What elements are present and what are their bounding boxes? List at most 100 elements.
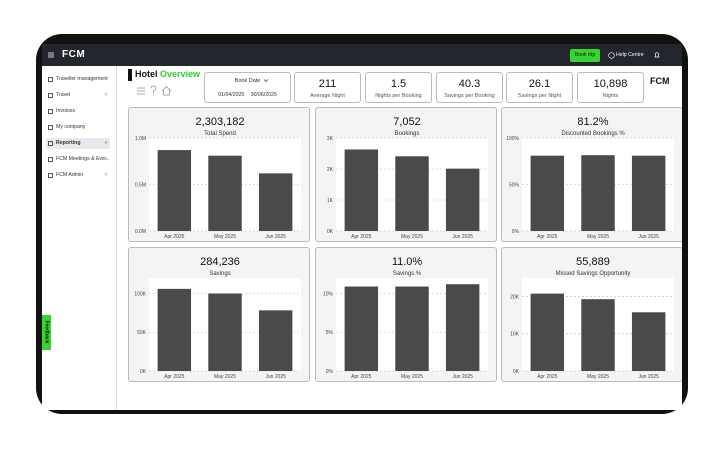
bar (631, 312, 666, 371)
y-tick-label: 0K (513, 369, 520, 375)
chart: 55,889 Missed Savings Opportunity 0K 10K 20K… (510, 256, 674, 380)
date-filter[interactable]: Book Date 01/04/2025 30/06/2025 (204, 72, 291, 103)
bar (631, 155, 666, 231)
chart: 2,303,182 Total Spend 0.0M 0.5M 1.0M Apr 2025… (135, 116, 301, 240)
x-tick-label: Jun 2025 (265, 374, 286, 380)
sidebar-item[interactable]: My company (46, 122, 110, 133)
title-highlight: Overview (160, 69, 201, 79)
filter-to[interactable]: 30/06/2025 (250, 92, 277, 98)
bar (344, 149, 379, 231)
toolbar-icons (137, 85, 172, 96)
x-tick-label: May 2025 (401, 374, 423, 380)
x-tick-label: Apr 2025 (351, 234, 372, 240)
sidebar-label[interactable]: Invoices (56, 108, 76, 114)
chart-headline: 55,889 (576, 256, 610, 268)
x-tick-label: May 2025 (214, 374, 236, 380)
sidebar-item[interactable]: Traveller management (46, 74, 110, 85)
chart: 284,236 Savings 0K 50K 100K Apr 2025 May 2025 J… (134, 256, 301, 380)
bar (258, 173, 293, 231)
bell-icon[interactable] (653, 51, 661, 59)
top-bar: FCM Book trip Help Centre (42, 44, 682, 66)
bar (157, 150, 192, 231)
y-tick-label: 3K (327, 136, 334, 142)
question-icon[interactable] (150, 85, 157, 96)
brand-logo: FCM (650, 76, 670, 86)
sidebar-label[interactable]: My company (56, 124, 86, 130)
sidebar-item[interactable]: Reporting › (46, 138, 110, 149)
y-tick-label: 50K (137, 330, 147, 336)
chevron: › (105, 92, 107, 98)
chevron: › (105, 156, 107, 162)
chart-headline: 11.0% (392, 256, 423, 268)
kpi-value: 211 (318, 78, 337, 90)
x-tick-label: May 2025 (214, 234, 236, 240)
chart-card: 7,052 Bookings 0K 1K 2K 3K Apr 2025 May 2025 Jun… (315, 107, 497, 242)
sidebar-label[interactable]: FCM Meetings & Eve... (56, 156, 110, 162)
kpi-label: Savings per Booking (444, 93, 495, 99)
help-icon (608, 52, 615, 59)
sidebar-item[interactable]: Invoices (46, 106, 110, 117)
bar (445, 168, 480, 231)
x-tick-label: May 2025 (401, 234, 423, 240)
kpi-value: 26.1 (528, 78, 551, 90)
dropdown-chevron[interactable] (263, 78, 269, 83)
sidebar-label[interactable]: Reporting (56, 140, 81, 146)
chart-card: 11.0% Savings % 0% 5% 10% Apr 2025 May 2025 Jun… (315, 247, 497, 382)
kpi-card: 26.1 Savings per Night (506, 72, 573, 103)
y-tick-label: 100% (506, 136, 519, 142)
bar (581, 155, 615, 231)
menu-icon[interactable] (47, 51, 55, 59)
kpi-card: 1.5 Nights per Booking (365, 72, 432, 103)
sidebar-icon (48, 125, 53, 130)
y-tick-label: 0K (140, 369, 147, 375)
chart-card: 2,303,182 Total Spend 0.0M 0.5M 1.0M Apr 2025… (128, 107, 310, 242)
sidebar-label[interactable]: Traveller management (56, 76, 108, 82)
sidebar-icon (48, 173, 53, 178)
x-tick-label: Jun 2025 (452, 234, 473, 240)
sidebar-icon (48, 157, 53, 162)
sidebar-item[interactable]: Travel › (46, 90, 110, 101)
x-tick-label: Apr 2025 (537, 374, 558, 380)
help-centre[interactable]: Help Centre (616, 52, 644, 58)
kpi-card: 40.3 Savings per Booking (436, 72, 503, 103)
chart-title: Discounted Bookings % (561, 131, 625, 137)
bar (157, 288, 192, 371)
y-tick-label: 50% (509, 182, 520, 188)
y-tick-label: 1K (327, 198, 334, 204)
chart-title: Savings (209, 271, 230, 277)
book-trip-button[interactable]: Book trip (570, 49, 600, 62)
y-tick-label: 10K (510, 332, 520, 338)
sidebar-item[interactable]: FCM Meetings & Eve... › (46, 154, 110, 165)
feedback-tab[interactable]: Feedback (42, 315, 51, 350)
sidebar-label[interactable]: Travel (56, 92, 71, 98)
logo[interactable]: FCM (62, 49, 86, 60)
bar (581, 299, 615, 371)
x-tick-label: Apr 2025 (164, 234, 185, 240)
bar (395, 156, 429, 231)
chart-title: Savings % (393, 271, 422, 277)
x-tick-label: Jun 2025 (452, 374, 473, 380)
y-tick-label: 0.5M (135, 182, 146, 188)
chevron: › (105, 172, 107, 178)
sidebar-label[interactable]: FCM Admin (56, 172, 84, 178)
x-tick-label: Jun 2025 (265, 234, 286, 240)
chart-headline: 81.2% (577, 116, 608, 128)
title-bar (128, 69, 132, 81)
screen: FCM Book trip Help Centre Traveller mana… (42, 44, 682, 410)
sidebar-item[interactable]: FCM Admin › (46, 170, 110, 181)
filter-label: Book Date (234, 78, 261, 84)
kpi-label: Savings per Night (517, 93, 562, 99)
y-tick-label: 2K (327, 167, 334, 173)
x-tick-label: Apr 2025 (351, 374, 372, 380)
list-icon[interactable] (137, 87, 145, 95)
kpi-value: 1.5 (390, 78, 407, 90)
x-tick-label: Jun 2025 (638, 374, 659, 380)
sidebar-icon (48, 93, 53, 98)
kpi-card: 211 Average Night (294, 72, 361, 103)
page-title: Hotel Overview (135, 69, 200, 79)
y-tick-label: 5% (326, 330, 334, 336)
bar (208, 293, 242, 371)
filter-from[interactable]: 01/04/2025 (218, 92, 245, 98)
home-icon[interactable] (161, 85, 172, 96)
feedback-label[interactable]: Feedback (43, 320, 50, 344)
